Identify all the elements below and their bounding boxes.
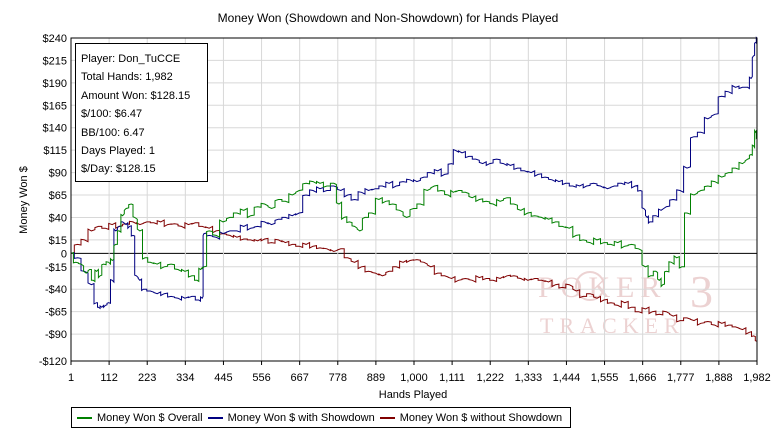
- x-tick-label: 1,111: [439, 372, 465, 384]
- y-tick-label: $190: [43, 78, 67, 90]
- y-tick-label: -$120: [39, 356, 67, 368]
- y-tick-label: $90: [49, 168, 67, 180]
- x-tick-label: 1,222: [476, 372, 504, 384]
- x-tick-label: 1,444: [553, 372, 581, 384]
- x-tick-label: 667: [290, 372, 308, 384]
- x-tick-label: 1,000: [400, 372, 428, 384]
- chart-title: Money Won (Showdown and Non-Showdown) fo…: [218, 11, 559, 25]
- legend-label-non-showdown: Money Won $ without Showdown: [399, 411, 563, 424]
- player-stats-box: Player: Don_TuCCE Total Hands: 1,982 Amo…: [75, 43, 208, 182]
- y-tick-label: $65: [49, 190, 67, 202]
- days-played: Days Played: 1: [81, 145, 155, 158]
- legend-item-showdown: Money Won $ with Showdown: [207, 411, 375, 424]
- x-tick-label: 112: [100, 372, 118, 384]
- total-hands: Total Hands: 1,982: [81, 71, 173, 84]
- player-name: Player: Don_TuCCE: [81, 53, 181, 65]
- legend-swatch-non-showdown: [379, 416, 395, 419]
- x-tick-label: 556: [252, 372, 270, 384]
- y-axis: $240 $215 $190 $165 $140 $115 $90 $65 $40 $150 -$1…: [39, 33, 67, 368]
- x-tick-label: 1,555: [591, 372, 619, 384]
- legend: Money Won $ Overall Money Won $ with Sho…: [71, 407, 571, 428]
- x-tick-label: 1: [68, 372, 74, 384]
- legend-swatch-showdown: [207, 416, 223, 419]
- y-tick-label: $215: [43, 55, 67, 67]
- legend-label-overall: Money Won $ Overall: [97, 411, 203, 424]
- y-tick-label: $240: [43, 33, 67, 45]
- x-tick-label: 1,777: [667, 372, 695, 384]
- y-tick-label: -$90: [45, 329, 67, 341]
- dollars-per-100: $/100: $6.47: [81, 108, 143, 121]
- y-tick-label: $115: [43, 145, 67, 157]
- x-tick-label: 1,982: [743, 372, 771, 384]
- amount-won: Amount Won: $128.15: [81, 89, 191, 102]
- y-tick-label: $15: [49, 235, 67, 247]
- x-tick-label: 445: [214, 372, 232, 384]
- legend-item-non-showdown: Money Won $ without Showdown: [379, 411, 563, 424]
- bb-per-100: BB/100: 6.47: [81, 126, 145, 139]
- x-tick-label: 1,888: [705, 372, 733, 384]
- x-tick-label: 1,666: [629, 372, 657, 384]
- x-axis: 1 112 223 334 445 556 667 778 889 1,000 1,111 1,222…: [68, 361, 771, 384]
- y-tick-label: -$15: [45, 262, 67, 274]
- y-tick-label: 0: [61, 248, 67, 260]
- y-tick-label: -$65: [45, 307, 67, 319]
- series-showdown-line: [70, 36, 758, 310]
- y-tick-label: -$40: [45, 284, 67, 296]
- legend-swatch-overall: [77, 416, 92, 419]
- y-tick-label: $40: [49, 212, 67, 224]
- x-tick-label: 1,333: [515, 372, 543, 384]
- x-tick-label: 778: [329, 372, 347, 384]
- watermark-badge: 3: [690, 266, 713, 317]
- x-tick-label: 889: [367, 372, 385, 384]
- dollars-per-day: $/Day: $128.15: [81, 163, 156, 176]
- y-axis-label: Money Won $: [18, 166, 30, 234]
- y-tick-label: $165: [43, 100, 67, 112]
- x-tick-label: 334: [176, 372, 194, 384]
- series-non-showdown-line: [70, 219, 758, 342]
- x-axis-label: Hands Played: [379, 389, 448, 401]
- series-overall-line: [70, 128, 758, 288]
- watermark-line1: POKER: [538, 271, 666, 304]
- watermark-chip-icon: [575, 271, 605, 301]
- legend-label-showdown: Money Won $ with Showdown: [227, 411, 375, 424]
- series-group: [70, 36, 758, 342]
- y-tick-label: $140: [43, 123, 67, 135]
- legend-item-overall: Money Won $ Overall: [77, 412, 203, 424]
- x-tick-label: 223: [138, 372, 156, 384]
